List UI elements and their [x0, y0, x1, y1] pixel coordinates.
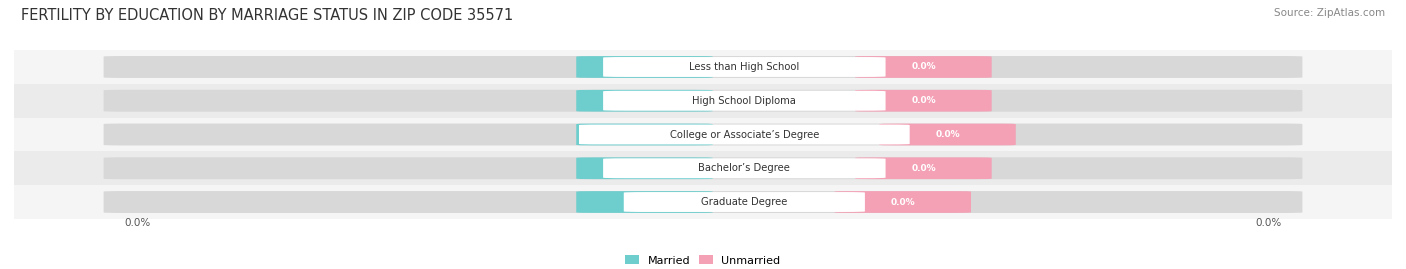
- Text: Bachelor’s Degree: Bachelor’s Degree: [699, 163, 790, 173]
- Text: Source: ZipAtlas.com: Source: ZipAtlas.com: [1274, 8, 1385, 18]
- Text: 0.0%: 0.0%: [911, 96, 936, 105]
- Text: High School Diploma: High School Diploma: [692, 96, 796, 106]
- FancyBboxPatch shape: [603, 91, 886, 111]
- FancyBboxPatch shape: [104, 56, 1302, 78]
- FancyBboxPatch shape: [879, 124, 1015, 145]
- FancyBboxPatch shape: [576, 157, 713, 179]
- FancyBboxPatch shape: [855, 157, 991, 179]
- Text: 0.0%: 0.0%: [911, 62, 936, 72]
- Text: FERTILITY BY EDUCATION BY MARRIAGE STATUS IN ZIP CODE 35571: FERTILITY BY EDUCATION BY MARRIAGE STATU…: [21, 8, 513, 23]
- Bar: [14, 185, 1392, 219]
- FancyBboxPatch shape: [603, 158, 886, 178]
- FancyBboxPatch shape: [603, 57, 886, 77]
- FancyBboxPatch shape: [104, 90, 1302, 112]
- Bar: [14, 50, 1392, 84]
- Text: 0.0%: 0.0%: [124, 218, 150, 228]
- Text: 0.0%: 0.0%: [1256, 218, 1282, 228]
- Bar: [14, 151, 1392, 185]
- Text: 0.0%: 0.0%: [633, 96, 657, 105]
- FancyBboxPatch shape: [855, 56, 991, 78]
- Text: 0.0%: 0.0%: [633, 197, 657, 207]
- FancyBboxPatch shape: [624, 192, 865, 212]
- FancyBboxPatch shape: [104, 123, 1302, 146]
- Text: 0.0%: 0.0%: [890, 197, 915, 207]
- Legend: Married, Unmarried: Married, Unmarried: [621, 251, 785, 269]
- FancyBboxPatch shape: [104, 157, 1302, 179]
- FancyBboxPatch shape: [104, 191, 1302, 213]
- Text: Less than High School: Less than High School: [689, 62, 800, 72]
- Text: 0.0%: 0.0%: [633, 62, 657, 72]
- Text: Graduate Degree: Graduate Degree: [702, 197, 787, 207]
- Text: 0.0%: 0.0%: [935, 130, 960, 139]
- FancyBboxPatch shape: [576, 56, 713, 78]
- Bar: [14, 118, 1392, 151]
- FancyBboxPatch shape: [855, 90, 991, 112]
- Bar: [14, 84, 1392, 118]
- Text: 0.0%: 0.0%: [633, 164, 657, 173]
- FancyBboxPatch shape: [576, 124, 713, 145]
- Text: 0.0%: 0.0%: [633, 130, 657, 139]
- Text: College or Associate’s Degree: College or Associate’s Degree: [669, 129, 820, 140]
- FancyBboxPatch shape: [579, 125, 910, 144]
- Text: 0.0%: 0.0%: [911, 164, 936, 173]
- FancyBboxPatch shape: [576, 191, 713, 213]
- FancyBboxPatch shape: [576, 90, 713, 112]
- FancyBboxPatch shape: [835, 191, 972, 213]
